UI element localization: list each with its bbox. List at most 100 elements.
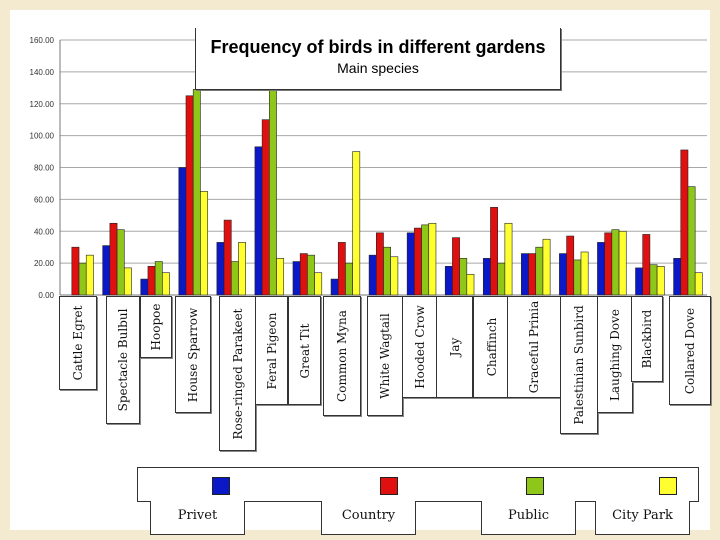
category-label: Graceful Prinia — [527, 300, 541, 394]
bar-country — [604, 232, 613, 296]
bar-privet — [635, 267, 644, 296]
category-box: Great Tit — [288, 296, 321, 405]
category-label: Hooded Crow — [413, 305, 427, 389]
y-tick-label: 120.00 — [30, 100, 55, 109]
bar-country — [261, 119, 270, 296]
bar-privet — [140, 278, 149, 296]
category-label: Chaffinch — [484, 317, 499, 377]
bar-privet — [444, 266, 453, 296]
bar-city-park — [200, 191, 208, 296]
legend-swatch-privet — [212, 477, 230, 495]
category-box: Jay — [436, 296, 473, 398]
category-label: Palestinian Sunbird — [572, 305, 586, 425]
bar-privet — [102, 245, 111, 296]
y-tick-label: 140.00 — [30, 68, 55, 77]
y-tick-label: 20.00 — [34, 259, 55, 268]
chart-subtitle: Main species — [337, 60, 419, 76]
category-label: Rose-ringed Parakeet — [230, 307, 245, 440]
bar-country — [642, 234, 651, 296]
bar-city-park — [504, 222, 513, 296]
legend-label: Privet — [150, 501, 245, 535]
category-box: Hooded Crow — [402, 296, 438, 398]
bar-country — [185, 95, 194, 296]
bar-privet — [330, 278, 339, 296]
category-label: Feral Pigeon — [264, 312, 279, 389]
category-label: White Wagtail — [378, 313, 392, 399]
y-tick-label: 0.00 — [38, 291, 54, 300]
category-box: Palestinian Sunbird — [560, 296, 598, 434]
bar-country — [147, 266, 156, 296]
category-box: Rose-ringed Parakeet — [219, 296, 256, 451]
bar-city-park — [85, 254, 94, 296]
bar-public — [307, 254, 315, 296]
category-label: Cattle Egret — [71, 305, 85, 381]
category-label: House Sparrow — [186, 307, 200, 402]
bar-public — [459, 258, 468, 296]
category-box: Spectacle Bulbul — [106, 296, 140, 424]
bar-country — [680, 149, 689, 296]
category-box: Collared Dove — [669, 296, 711, 405]
y-tick-label: 100.00 — [30, 132, 55, 141]
bar-privet — [406, 232, 415, 296]
bar-public — [78, 262, 87, 296]
bar-privet — [254, 146, 263, 296]
category-box: Cattle Egret — [59, 296, 97, 390]
category-label: Spectacle Bulbul — [116, 308, 130, 412]
bar-city-park — [352, 151, 361, 296]
bar-privet — [178, 167, 187, 296]
category-label: Blackbird — [640, 309, 654, 369]
category-box: Graceful Prinia — [507, 296, 561, 398]
bar-privet — [521, 253, 529, 296]
y-tick-label: 60.00 — [34, 195, 55, 204]
chart-title: Frequency of birds in different gardens — [210, 37, 546, 57]
bar-city-park — [694, 272, 703, 296]
bar-city-park — [238, 242, 246, 296]
bar-country — [490, 207, 498, 296]
category-box: Feral Pigeon — [255, 296, 288, 405]
bar-public — [649, 264, 658, 296]
bar-country — [566, 235, 575, 296]
category-box: House Sparrow — [175, 296, 211, 413]
bar-city-park — [466, 273, 475, 296]
bar-city-park — [162, 272, 170, 296]
category-label: Common Myna — [335, 310, 349, 402]
bar-privet — [597, 242, 605, 296]
category-label: Collared Dove — [683, 307, 697, 394]
bar-country — [299, 253, 308, 296]
bar-city-park — [276, 258, 285, 296]
bar-privet — [216, 242, 225, 296]
category-box: Hoopoe — [140, 296, 172, 358]
bar-privet — [368, 254, 377, 296]
bar-public — [116, 229, 125, 296]
category-label: Hoopoe — [149, 303, 163, 351]
category-box: Chaffinch — [473, 296, 510, 398]
legend-swatch-city-park — [659, 477, 677, 495]
bar-city-park — [314, 272, 323, 296]
bar-public — [611, 229, 620, 296]
bar-public — [345, 262, 353, 296]
bar-public — [687, 186, 696, 296]
bar-public — [154, 261, 163, 296]
category-box: Laughing Dove — [597, 296, 633, 413]
bar-city-park — [542, 238, 551, 296]
legend-label: City Park — [595, 501, 690, 535]
bar-public — [497, 262, 506, 296]
bar-country — [71, 246, 80, 296]
y-tick-label: 40.00 — [34, 227, 55, 236]
bar-country — [414, 227, 422, 296]
bar-public — [230, 261, 239, 296]
y-tick-label: 160.00 — [30, 36, 55, 45]
bar-city-park — [656, 266, 665, 296]
bar-country — [452, 237, 460, 296]
legend-label: Public — [481, 501, 576, 535]
bar-public — [192, 89, 201, 296]
bar-privet — [559, 253, 567, 296]
bar-city-park — [428, 222, 437, 296]
bar-privet — [482, 258, 491, 296]
legend-swatch-country — [380, 477, 398, 495]
bar-public — [421, 224, 430, 296]
bar-public — [269, 81, 277, 296]
bar-city-park — [618, 230, 627, 296]
y-tick-label: 80.00 — [34, 164, 55, 173]
category-label: Great Tit — [297, 323, 312, 378]
